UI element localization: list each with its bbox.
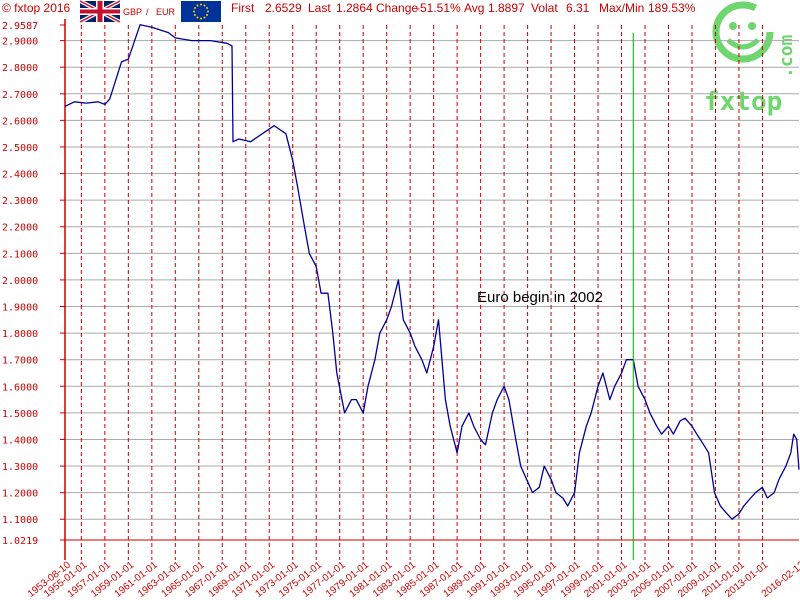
y-tick-label: 1.7000 <box>2 356 38 367</box>
chart-axes <box>60 19 799 560</box>
y-tick-label: 1.2000 <box>2 489 38 500</box>
avg-label: Avg <box>464 1 484 15</box>
y-tick-label: 2.7000 <box>2 90 38 101</box>
y-tick-label: 1.0219 <box>2 536 38 547</box>
volat-label: Volat <box>531 1 558 15</box>
uk-flag-icon <box>79 0 121 24</box>
pair-base: GBP <box>123 7 142 17</box>
y-tick-label: 2.1000 <box>2 249 38 260</box>
y-tick-label: 1.5000 <box>2 409 38 420</box>
copyright-label: © fxtop 2016 <box>2 1 71 15</box>
y-tick-label: 2.8000 <box>2 63 38 74</box>
y-tick-label: 1.8000 <box>2 329 38 340</box>
smiley-eye-icon <box>729 22 737 30</box>
y-tick-label: 1.4000 <box>2 435 38 446</box>
change-label: Change <box>376 1 418 15</box>
y-tick-label: 2.9587 <box>2 21 38 32</box>
last-label: Last <box>308 1 331 15</box>
smiley-face-icon <box>712 1 774 63</box>
x-axis-ticks: 1953-08-101955-01-011957-01-011959-01-01… <box>26 559 800 599</box>
y-tick-label: 2.2000 <box>2 223 38 234</box>
smiley-eye-icon <box>748 22 756 30</box>
change-value: -51.51% <box>416 1 461 15</box>
watermark-text: fxtop <box>704 87 782 117</box>
series-line <box>64 24 800 520</box>
avg-value: 1.8897 <box>488 1 525 15</box>
pair-quote: EUR <box>156 7 176 17</box>
first-label: First <box>231 1 255 15</box>
smiley-mouth-icon <box>726 38 760 50</box>
y-tick-label: 1.9000 <box>2 303 38 314</box>
chart-grid <box>65 25 799 560</box>
y-tick-label: 2.6000 <box>2 116 38 127</box>
last-value: 1.2864 <box>336 1 373 15</box>
y-tick-label: 2.4000 <box>2 170 38 181</box>
y-tick-label: 1.6000 <box>2 382 38 393</box>
y-tick-label: 1.1000 <box>2 515 38 526</box>
header: © fxtop 2016 GBP / EUR First 2.6529 Last… <box>2 0 696 24</box>
volat-value: 6.31 <box>566 1 590 15</box>
first-value: 2.6529 <box>265 1 302 15</box>
eu-flag-icon <box>181 1 221 22</box>
pair-separator: / <box>146 7 149 17</box>
maxmin-label: Max/Min <box>599 1 644 15</box>
maxmin-value: 189.53% <box>648 1 696 15</box>
y-tick-label: 1.3000 <box>2 462 38 473</box>
gbp-eur-series-line <box>64 24 800 520</box>
y-axis-ticks: 2.9587 2.9000 2.8000 2.7000 2.6000 2.5000 2.40… <box>2 21 65 547</box>
euro-annotation: Euro begin in 2002 <box>477 33 634 560</box>
y-tick-label: 2.9000 <box>2 37 38 48</box>
fxtop-watermark: fxtop.com <box>704 1 797 117</box>
y-tick-label: 2.5000 <box>2 143 38 154</box>
y-tick-label: 2.3000 <box>2 196 38 207</box>
y-tick-label: 2.0000 <box>2 276 38 287</box>
euro-annotation-label: Euro begin in 2002 <box>477 289 603 306</box>
